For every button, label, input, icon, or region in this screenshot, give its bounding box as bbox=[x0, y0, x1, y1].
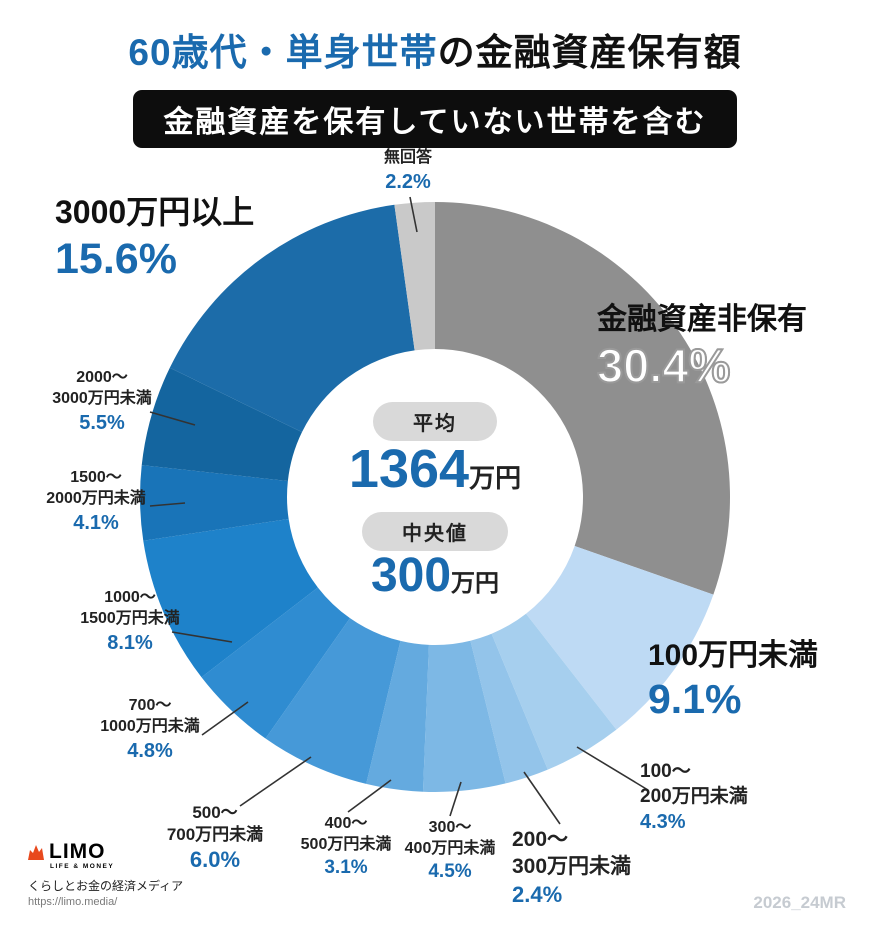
segment-label-no-assets: 金融資産非保有 30.4% bbox=[596, 300, 807, 393]
donut-segment-1000-1500 bbox=[143, 518, 318, 678]
donut-segment-1500-2000 bbox=[140, 465, 289, 541]
header: 60歳代・単身世帯の金融資産保有額 金融資産を保有していない世帯を含む bbox=[0, 0, 870, 148]
leader-line bbox=[523, 771, 561, 825]
segment-percent: 4.1% bbox=[73, 511, 119, 534]
segment-name: 200〜 bbox=[512, 828, 569, 851]
segment-name: 300万円未満 bbox=[512, 855, 632, 879]
leader-line bbox=[201, 701, 249, 736]
average-number: 1364 bbox=[348, 439, 470, 499]
segment-name: 500〜 bbox=[192, 803, 238, 822]
leader-line bbox=[149, 411, 196, 426]
segment-label-under-100: 100万円未満 9.1% bbox=[648, 636, 818, 724]
segment-name: 100〜 bbox=[640, 761, 691, 782]
segment-label-1500-2000: 1500〜 2000万円未満 4.1% bbox=[40, 468, 152, 536]
segment-name: 1000〜 bbox=[104, 589, 156, 606]
segment-name: 200万円未満 bbox=[640, 785, 748, 807]
segment-name: 400万円未満 bbox=[404, 839, 496, 857]
title-highlight: 60歳代・単身世帯 bbox=[128, 32, 438, 73]
segment-percent: 4.5% bbox=[428, 860, 472, 882]
segment-percent: 2.4% bbox=[512, 881, 563, 907]
segment-percent: 8.1% bbox=[107, 631, 153, 654]
title-rest: の金融資産保有額 bbox=[437, 32, 742, 73]
segment-label-2000-3000: 2000〜 3000万円未満 5.5% bbox=[52, 368, 152, 436]
brand-tagline: くらしとお金の経済メディア bbox=[28, 879, 184, 893]
segment-name: 2000〜 bbox=[76, 369, 128, 386]
segment-name: 1500〜 bbox=[70, 469, 122, 486]
segment-percent: 4.3% bbox=[640, 811, 686, 834]
segment-label-200-300: 200〜 300万円未満 2.4% bbox=[512, 826, 631, 909]
limo-logo-icon bbox=[28, 844, 44, 860]
segment-name: 400〜 bbox=[324, 815, 368, 832]
leader-line bbox=[149, 502, 186, 507]
segment-name: 1000万円未満 bbox=[100, 717, 200, 735]
segment-percent: 9.1% bbox=[648, 676, 742, 722]
segment-name: 無回答 bbox=[383, 149, 432, 166]
donut-segment-100-200 bbox=[491, 613, 617, 770]
segment-label-400-500: 400〜 500万円未満 3.1% bbox=[296, 814, 396, 880]
leader-line bbox=[576, 746, 649, 791]
segment-percent: 2.2% bbox=[385, 170, 431, 193]
brand-name: LIMO bbox=[49, 840, 106, 863]
donut-segment-300-400 bbox=[422, 640, 506, 792]
segment-name: 3000万円未満 bbox=[52, 389, 152, 407]
median-number: 300 bbox=[370, 549, 452, 602]
segment-label-over-3000: 3000万円以上 15.6% bbox=[55, 192, 254, 285]
leader-line bbox=[239, 756, 312, 807]
subtitle-badge: 金融資産を保有していない世帯を含む bbox=[133, 90, 737, 148]
segment-label-500-700: 500〜 700万円未満 6.0% bbox=[165, 802, 265, 875]
segment-label-700-1000: 700〜 1000万円未満 4.8% bbox=[98, 696, 202, 764]
segment-label-300-400: 300〜 400万円未満 4.5% bbox=[402, 818, 498, 884]
donut-segment-2000-3000 bbox=[141, 367, 302, 482]
donut-segment-mukaitou bbox=[394, 202, 435, 351]
segment-label-1000-1500: 1000〜 1500万円未満 8.1% bbox=[80, 588, 180, 656]
segment-name: 700〜 bbox=[128, 697, 172, 714]
average-badge: 平均 bbox=[373, 402, 497, 441]
segment-name: 300〜 bbox=[428, 819, 472, 836]
average-value: 1364万円 bbox=[349, 438, 521, 500]
segment-percent: 3.1% bbox=[324, 856, 368, 878]
segment-percent: 15.6% bbox=[55, 234, 177, 283]
segment-percent: 30.4% bbox=[596, 338, 731, 393]
segment-name: 1500万円未満 bbox=[80, 609, 180, 627]
segment-label-no-answer: 無回答 2.2% bbox=[372, 148, 444, 195]
median-value: 300万円 bbox=[371, 548, 499, 603]
segment-percent: 6.0% bbox=[189, 847, 241, 873]
segment-percent: 4.8% bbox=[127, 739, 173, 762]
page-title: 60歳代・単身世帯の金融資産保有額 bbox=[0, 0, 870, 76]
leader-line bbox=[171, 631, 233, 643]
leader-line bbox=[449, 781, 462, 817]
segment-percent: 5.5% bbox=[79, 411, 125, 434]
median-badge: 中央値 bbox=[362, 512, 508, 551]
donut-segment-hihoyuu bbox=[435, 202, 731, 595]
brand-subtitle: LIFE & MONEY bbox=[50, 863, 115, 870]
brand-url: https://limo.media/ bbox=[28, 896, 118, 908]
leader-line bbox=[409, 196, 418, 233]
segment-name: 700万円未満 bbox=[166, 825, 264, 845]
median-unit: 万円 bbox=[451, 570, 500, 597]
segment-name: 3000万円以上 bbox=[55, 194, 255, 230]
donut-segment-200-300 bbox=[470, 633, 548, 784]
segment-name: 金融資産非保有 bbox=[597, 303, 807, 336]
average-unit: 万円 bbox=[469, 463, 522, 493]
brand-row: LIMO bbox=[28, 840, 183, 864]
document-code: 2026_24MR bbox=[753, 893, 846, 912]
segment-name: 2000万円未満 bbox=[46, 489, 146, 507]
donut-segment-ge3000 bbox=[169, 204, 415, 433]
segment-name: 100万円未満 bbox=[648, 639, 819, 672]
leader-line bbox=[347, 779, 392, 813]
segment-label-100-200: 100〜 200万円未満 4.3% bbox=[640, 760, 748, 835]
donut-segment-700-1000 bbox=[201, 587, 350, 739]
donut-segment-400-500 bbox=[366, 640, 429, 792]
segment-name: 500万円未満 bbox=[300, 835, 392, 853]
footer-brand-block: LIMO LIFE & MONEY くらしとお金の経済メディア https://… bbox=[28, 840, 183, 908]
donut-segment-lt100 bbox=[526, 545, 714, 730]
donut-segment-500-700 bbox=[265, 618, 401, 784]
